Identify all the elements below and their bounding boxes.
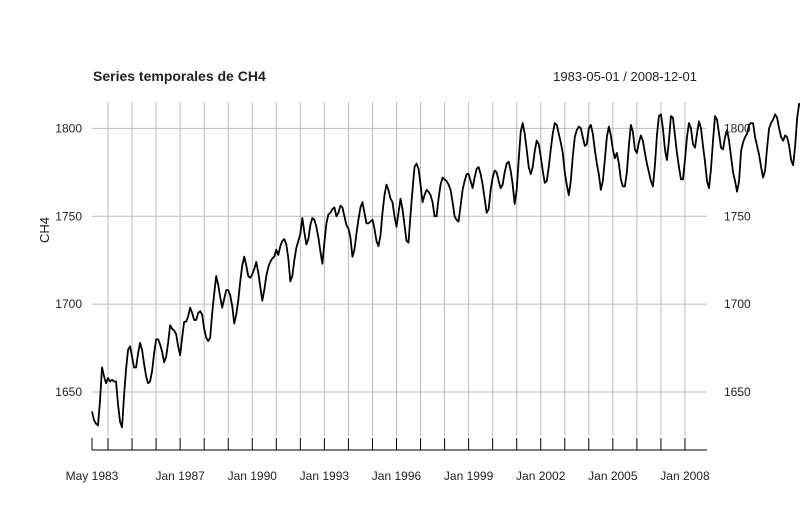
x-tick-label: Jan 2008 [660, 469, 710, 483]
gridlines [92, 102, 707, 436]
y-tick-label-left: 1650 [55, 385, 82, 399]
y-tick-label-right: 1650 [724, 385, 751, 399]
y-tick-label-left: 1750 [55, 209, 82, 223]
chart-title: Series temporales de CH4 [93, 68, 266, 84]
y-tick-label-left: 1700 [55, 297, 82, 311]
x-tick-label: Jan 2002 [516, 469, 566, 483]
x-tick-label: Jan 1999 [444, 469, 494, 483]
x-tick-label: Jan 1990 [228, 469, 278, 483]
x-tick-label: Jan 1996 [372, 469, 422, 483]
x-tick-label: Jan 1987 [155, 469, 205, 483]
x-tick-label: Jan 1993 [300, 469, 350, 483]
x-tick-label: May 1983 [66, 469, 119, 483]
y-axis-title: CH4 [37, 217, 52, 243]
date-range-label: 1983-05-01 / 2008-12-01 [553, 69, 697, 84]
y-tick-label-right: 1750 [724, 209, 751, 223]
y-tick-label-right: 1700 [724, 297, 751, 311]
x-tick-label: Jan 2005 [588, 469, 638, 483]
y-tick-label-right: 1800 [724, 121, 751, 135]
series-line [91, 102, 800, 429]
y-tick-label-left: 1800 [55, 121, 82, 135]
axes: 1650 1650 1700 1700 1750 1750 1800 1800 May 1983… [55, 121, 751, 483]
series-line-group [91, 102, 800, 429]
